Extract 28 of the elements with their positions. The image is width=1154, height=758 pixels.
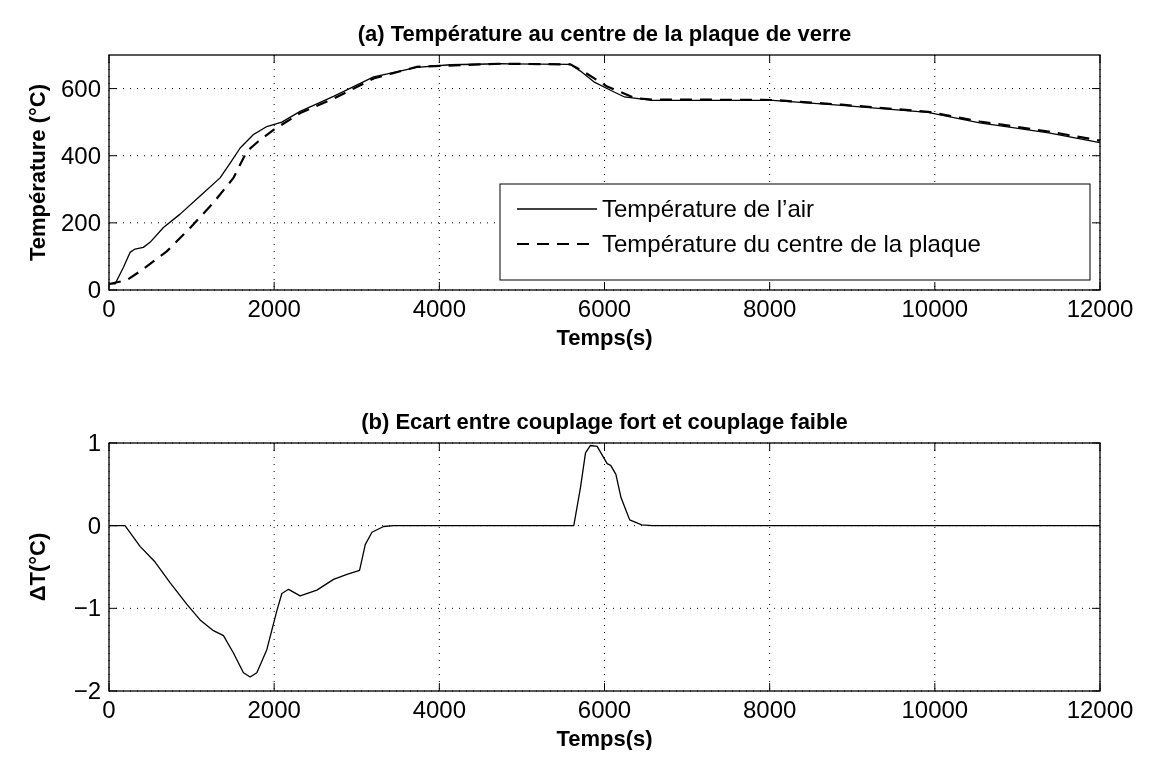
x-tick-label: 6000 xyxy=(577,295,632,322)
x-tick-label: 8000 xyxy=(742,696,797,723)
chart-title: (a) Température au centre de la plaque de verre xyxy=(357,21,852,46)
x-tick-label: 8000 xyxy=(742,295,797,322)
x-tick-label: 10000 xyxy=(901,696,969,723)
y-tick-label: 200 xyxy=(60,208,101,236)
x-tick-label: 12000 xyxy=(1066,295,1134,322)
y-tick-label: −1 xyxy=(73,594,101,622)
x-tick-label: 12000 xyxy=(1066,696,1134,723)
y-axis-title: ΔT(°C) xyxy=(25,532,50,602)
y-tick-label: 1 xyxy=(87,429,101,456)
y-tick-label: −2 xyxy=(73,677,101,704)
x-tick-label: 10000 xyxy=(901,295,969,322)
x-tick-label: 2000 xyxy=(247,295,301,322)
x-tick-label: 4000 xyxy=(412,696,467,723)
y-axis-title: Température (°C) xyxy=(25,83,50,262)
x-tick-label: 6000 xyxy=(577,696,632,723)
x-tick-label: 2000 xyxy=(247,696,301,723)
chart-title: (b) Ecart entre couplage fort et couplage faible xyxy=(361,409,848,434)
y-tick-label: 600 xyxy=(60,74,101,102)
legend-label: Température du centre de la plaque xyxy=(602,230,981,257)
x-tick-label: 4000 xyxy=(412,295,467,322)
x-axis-title: Temps(s) xyxy=(556,726,653,751)
y-tick-label: 0 xyxy=(87,276,101,303)
y-tick-label: 400 xyxy=(60,141,101,169)
legend-label: Température de l’air xyxy=(602,195,815,222)
y-tick-label: 0 xyxy=(87,511,101,539)
x-axis-title: Temps(s) xyxy=(556,325,653,350)
